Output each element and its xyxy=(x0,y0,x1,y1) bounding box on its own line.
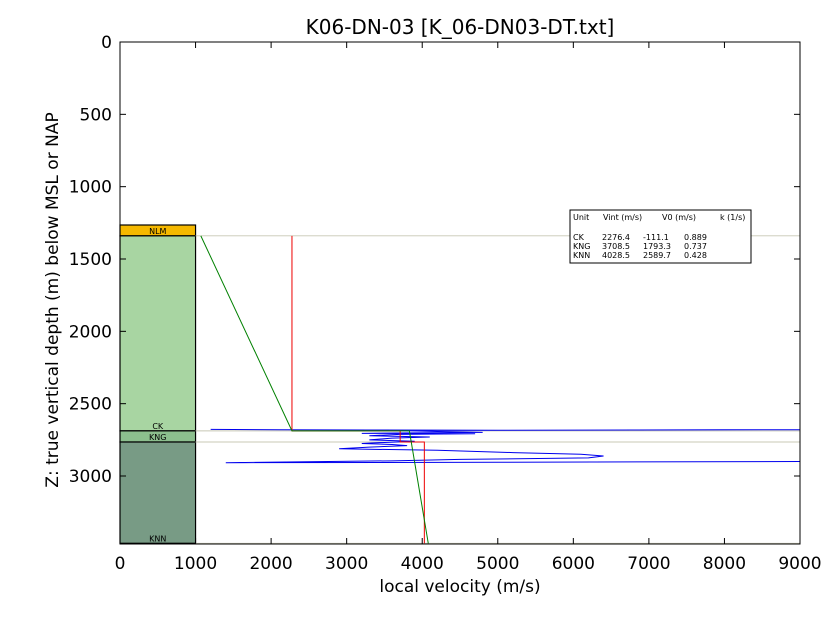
table-cell-2-1: 4028.5 xyxy=(602,251,630,260)
axis-ticks: 0 1000 2000 3000 4000 5000 6000 7000 8000 9000 0 50… xyxy=(69,33,822,574)
table-cell-1-1: 3708.5 xyxy=(602,242,630,251)
plot-frame xyxy=(119,41,801,545)
velocity-table-box xyxy=(569,209,752,264)
table-cell-0-3: 0.889 xyxy=(684,233,707,242)
table-cell-1-3: 0.737 xyxy=(684,242,707,251)
y-tick-label-2500: 2500 xyxy=(69,395,112,415)
unit-label-knn: KNN xyxy=(149,534,166,543)
chart-title: K06-DN-03 [K_06-DN03-DT.txt] xyxy=(306,15,615,39)
y-tick-label-1000: 1000 xyxy=(69,178,112,198)
x-tick-label-7000: 7000 xyxy=(627,554,670,574)
table-cell-1-2: 1793.3 xyxy=(643,242,671,251)
x-tick-label-8000: 8000 xyxy=(703,554,746,574)
table-header-3: k (1/s) xyxy=(720,213,745,222)
y-tick-label-2000: 2000 xyxy=(69,322,112,342)
table-cell-2-2: 2589.7 xyxy=(643,251,671,260)
series-line-0 xyxy=(210,428,801,464)
table-cell-0-1: 2276.4 xyxy=(602,233,630,242)
unit-label-ck: CK xyxy=(152,422,164,431)
x-tick-label-4000: 4000 xyxy=(401,554,444,574)
horizon-lines xyxy=(195,235,800,544)
y-axis-label: Z: true vertical depth (m) below MSL or … xyxy=(43,112,63,487)
x-tick-label-6000: 6000 xyxy=(552,554,595,574)
table-header-2: V0 (m/s) xyxy=(662,213,696,222)
unit-column: NLM CK KNG KNN xyxy=(119,224,197,544)
series-line-2 xyxy=(200,235,429,544)
table-cell-2-3: 0.428 xyxy=(684,251,707,260)
series-line-1 xyxy=(291,235,425,544)
table-cell-0-2: -111.1 xyxy=(643,233,669,242)
table-header-0: Unit xyxy=(573,213,589,222)
y-tick-label-500: 500 xyxy=(80,105,112,125)
table-header-1: Vint (m/s) xyxy=(603,213,642,222)
unit-block-knn xyxy=(119,441,197,544)
x-axis-label: local velocity (m/s) xyxy=(379,577,540,597)
table-cell-2-0: KNN xyxy=(573,251,590,260)
y-tick-label-0: 0 xyxy=(101,33,112,53)
x-tick-label-1000: 1000 xyxy=(174,554,217,574)
x-tick-label-3000: 3000 xyxy=(325,554,368,574)
table-cell-0-0: CK xyxy=(573,233,585,242)
velocity-table: Unit Vint (m/s) V0 (m/s) k (1/s) CK 2276.4 -11… xyxy=(569,209,752,264)
x-tick-label-2000: 2000 xyxy=(249,554,292,574)
y-tick-label-1500: 1500 xyxy=(69,250,112,270)
unit-block-ck xyxy=(119,235,197,432)
x-tick-label-9000: 9000 xyxy=(778,554,821,574)
x-tick-label-5000: 5000 xyxy=(476,554,519,574)
table-cell-1-0: KNG xyxy=(573,242,590,251)
y-tick-label-3000: 3000 xyxy=(69,467,112,487)
unit-label-nlm: NLM xyxy=(149,227,166,236)
unit-label-kng: KNG xyxy=(149,433,166,442)
x-tick-label-0: 0 xyxy=(115,554,126,574)
series-layer xyxy=(200,235,801,544)
